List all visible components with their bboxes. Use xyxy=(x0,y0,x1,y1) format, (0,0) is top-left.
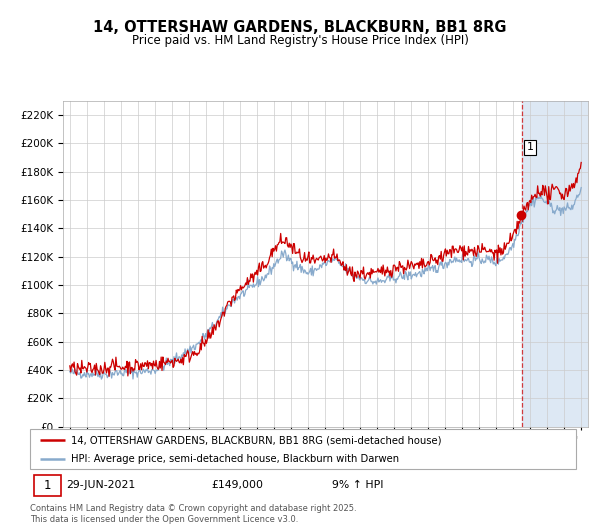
Text: 9% ↑ HPI: 9% ↑ HPI xyxy=(332,481,383,490)
Text: Contains HM Land Registry data © Crown copyright and database right 2025.: Contains HM Land Registry data © Crown c… xyxy=(30,504,356,513)
Text: HPI: Average price, semi-detached house, Blackburn with Darwen: HPI: Average price, semi-detached house,… xyxy=(71,454,399,464)
Text: 1: 1 xyxy=(527,143,533,153)
FancyBboxPatch shape xyxy=(30,429,576,469)
Text: This data is licensed under the Open Government Licence v3.0.: This data is licensed under the Open Gov… xyxy=(30,515,298,524)
Text: £149,000: £149,000 xyxy=(211,481,263,490)
FancyBboxPatch shape xyxy=(34,475,61,496)
Text: 1: 1 xyxy=(44,479,51,492)
Bar xyxy=(521,101,588,427)
Text: Price paid vs. HM Land Registry's House Price Index (HPI): Price paid vs. HM Land Registry's House … xyxy=(131,34,469,48)
Text: 14, OTTERSHAW GARDENS, BLACKBURN, BB1 8RG: 14, OTTERSHAW GARDENS, BLACKBURN, BB1 8R… xyxy=(93,20,507,35)
Text: 29-JUN-2021: 29-JUN-2021 xyxy=(67,481,136,490)
Text: 14, OTTERSHAW GARDENS, BLACKBURN, BB1 8RG (semi-detached house): 14, OTTERSHAW GARDENS, BLACKBURN, BB1 8R… xyxy=(71,436,442,445)
